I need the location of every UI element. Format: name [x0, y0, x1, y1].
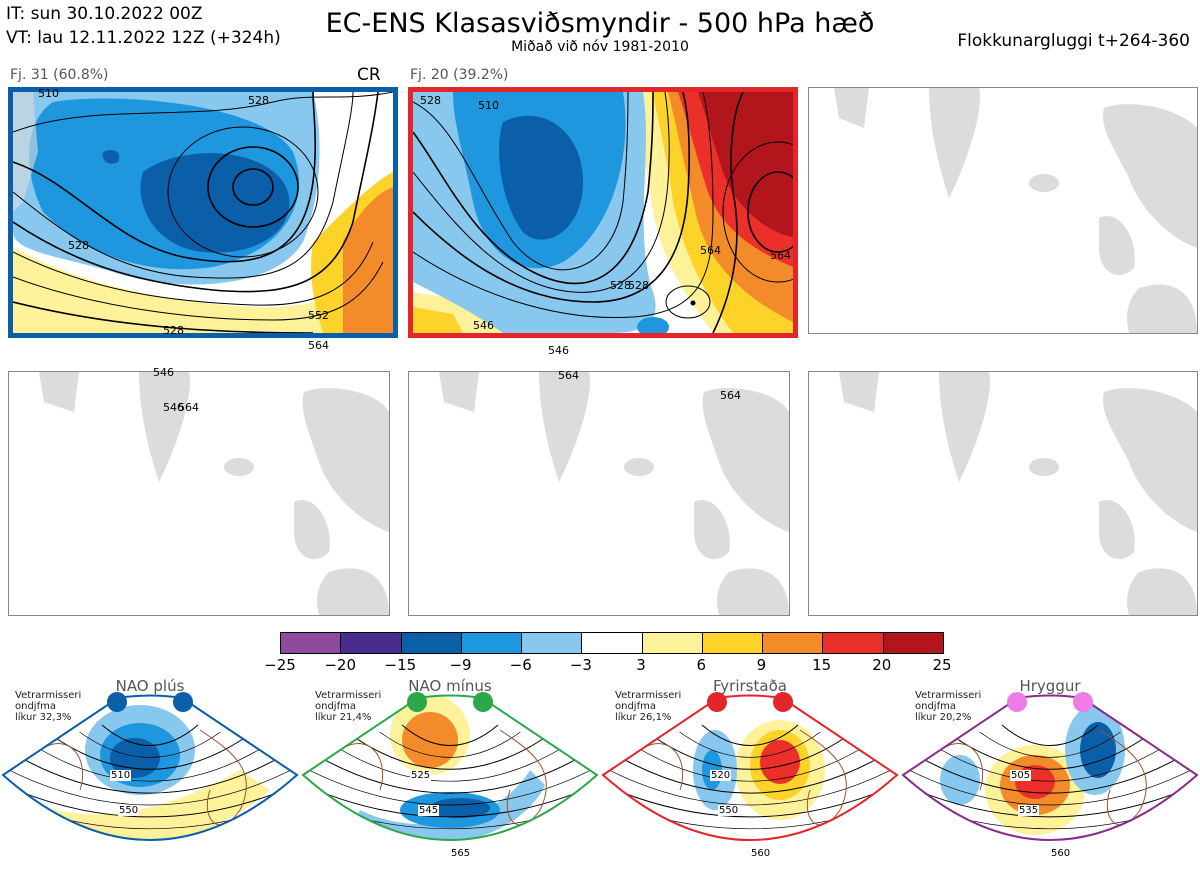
regime-title: NAO plús [115, 677, 185, 695]
regime-contour-label: 560 [750, 848, 772, 859]
contour-label: 564 [770, 249, 791, 262]
colorbar-swatch [823, 633, 884, 653]
regime-caption-line: líkur 20,2% [915, 712, 972, 723]
regime-caption-line: líkur 26,1% [615, 712, 672, 723]
regime-caption-line: líkur 32,3% [15, 712, 72, 723]
cluster-2-map [408, 87, 798, 338]
colorbar-swatch [522, 633, 583, 653]
cluster-4-map-empty [8, 371, 390, 616]
regime-contour-label: 550 [118, 805, 140, 816]
colorbar-swatch [642, 633, 703, 653]
regime-contour-label: 505 [1010, 770, 1032, 781]
regime-marker-dot [473, 692, 493, 712]
regime-caption-line: Vetrarmisseri [915, 690, 982, 701]
contour-label: 528 [68, 239, 89, 252]
colorbar-swatch [401, 633, 462, 653]
contour-label: 528 [628, 279, 649, 292]
anomaly-colorbar [280, 632, 944, 654]
colorbar-tick-label: −15 [384, 656, 417, 674]
regime-contour-label: 525 [410, 770, 432, 781]
contour-label: 510 [38, 87, 59, 100]
contour-label: 528 [610, 279, 631, 292]
contour-label: 546 [163, 401, 184, 414]
colorbar-swatch [582, 633, 643, 653]
colorbar-tick-label: −6 [509, 656, 532, 674]
colorbar-tick-label: −9 [449, 656, 472, 674]
regime-marker-dot [173, 692, 193, 712]
cluster-1-label: Fj. 31 (60.8%) [10, 67, 109, 83]
regime-caption-line: Vetrarmisseri [315, 690, 382, 701]
regime-caption-line: ondjfma [315, 701, 356, 712]
contour-label: 510 [478, 99, 499, 112]
regime-map [601, 694, 899, 841]
contour-label: 528 [420, 94, 441, 107]
contour-label: 564 [700, 244, 721, 257]
regime-marker-dot [1073, 692, 1093, 712]
cluster-6-map-empty [808, 371, 1198, 616]
colorbar-swatch [702, 633, 764, 653]
regime-marker-dot [407, 692, 427, 712]
colorbar-swatch [281, 633, 342, 653]
valid-time-label: VT: lau 12.11.2022 12Z (+324h) [6, 28, 281, 48]
regime-map [1, 694, 299, 841]
regime-marker-dot [107, 692, 127, 712]
initial-time-label: IT: sun 30.10.2022 00Z [6, 4, 203, 24]
colorbar-tick-label: 6 [696, 656, 707, 674]
cluster-2-label: Fj. 20 (39.2%) [410, 67, 509, 83]
regime-contour-label: 510 [110, 770, 132, 781]
colorbar-tick-label: −25 [264, 656, 296, 674]
regime-map [301, 694, 599, 841]
colorbar-swatch [341, 633, 402, 653]
contour-label: 564 [720, 389, 741, 402]
colorbar-swatch [883, 633, 943, 653]
contour-label: 552 [308, 309, 329, 322]
classification-window-label: Flokkunargluggi t+264-360 [957, 31, 1190, 51]
cluster-1-tag: CR [357, 65, 381, 85]
colorbar-swatch [763, 633, 824, 653]
contour-label: 546 [548, 344, 569, 357]
colorbar-tick-label: 9 [756, 656, 767, 674]
colorbar-swatch [461, 633, 523, 653]
page-title: EC-ENS Klasasviðsmyndir - 500 hPa hæð [325, 8, 875, 39]
contour-label: 564 [178, 401, 199, 414]
regime-contour-label: 520 [710, 770, 732, 781]
colorbar-tick-label: 20 [872, 656, 892, 674]
contour-label: 564 [558, 369, 579, 382]
regime-marker-dot [773, 692, 793, 712]
colorbar-tick-label: −20 [324, 656, 356, 674]
regime-caption-line: líkur 21,4% [315, 712, 372, 723]
cluster-1-map [8, 87, 398, 338]
regime-marker-dot [1007, 692, 1027, 712]
contour-label: 564 [308, 339, 329, 352]
regime-map [901, 694, 1199, 841]
cluster-3-map-empty [808, 87, 1198, 334]
contour-label: 546 [153, 366, 174, 379]
page-subtitle: Miðað við nóv 1981-2010 [511, 39, 689, 55]
contour-label: 546 [473, 319, 494, 332]
regime-contour-label: 560 [1050, 848, 1072, 859]
colorbar-tick-label: 15 [812, 656, 832, 674]
regime-title: Fyrirstaða [713, 677, 787, 695]
regime-contour-label: 535 [1018, 805, 1040, 816]
contour-label: 528 [248, 94, 269, 107]
colorbar-tick-label: −3 [569, 656, 592, 674]
regime-contour-label: 565 [450, 848, 472, 859]
regime-caption-line: ondjfma [915, 701, 956, 712]
regime-caption-line: Vetrarmisseri [615, 690, 682, 701]
regime-title: NAO mínus [408, 677, 492, 695]
regime-caption-line: ondjfma [15, 701, 56, 712]
contour-label: 528 [163, 324, 184, 337]
regime-marker-dot [707, 692, 727, 712]
cluster-5-map-empty [408, 371, 790, 616]
colorbar-tick-label: 3 [636, 656, 646, 674]
regime-contour-label: 550 [718, 805, 740, 816]
colorbar-tick-label: 25 [932, 656, 952, 674]
regime-caption-line: ondjfma [615, 701, 656, 712]
regime-title: Hryggur [1019, 677, 1081, 695]
regime-caption-line: Vetrarmisseri [15, 690, 82, 701]
regime-contour-label: 545 [418, 805, 440, 816]
